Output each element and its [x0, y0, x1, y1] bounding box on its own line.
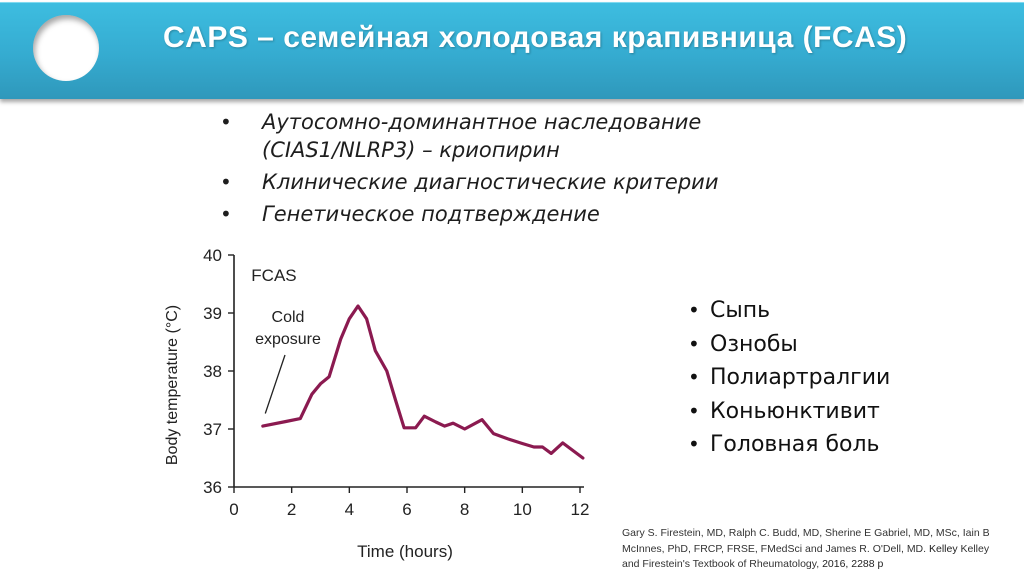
symptom-item: • Полиартралгии [688, 361, 890, 395]
x-tick-label: 8 [460, 500, 469, 519]
bullet-icon: • [220, 110, 232, 134]
bullet-icon: • [220, 202, 232, 226]
symptom-item: • Сыпь [688, 294, 890, 328]
chart-ticks [228, 254, 581, 493]
cold-exposure-annotation: Cold [272, 309, 305, 326]
symptom-item: • Коньюнктивит [688, 395, 890, 429]
symptom-item: • Головная боль [688, 428, 890, 462]
key-point-genetic: • Генетическое подтверждение [212, 200, 718, 228]
key-point-inheritance: • Аутосомно-доминантное наследование (CI… [212, 108, 718, 164]
cold-exposure-annotation: exposure [255, 331, 321, 348]
y-tick-label: 37 [203, 420, 222, 439]
citation-line: Gary S. Firestein, MD, Ralph C. Budd, MD… [622, 527, 990, 539]
bullet-icon: • [688, 365, 700, 389]
x-tick-label: 10 [513, 500, 532, 519]
bullet-icon: • [688, 331, 700, 356]
x-tick-label: 2 [287, 500, 296, 519]
decorative-circle-icon [33, 15, 99, 81]
citation-line: and Firestein's Textbook of Rheumatology… [622, 558, 884, 570]
x-tick-label: 6 [402, 500, 411, 519]
citation: Gary S. Firestein, MD, Ralph C. Budd, MD… [622, 526, 1022, 573]
y-axis-label: Body temperature (°C) [164, 305, 181, 465]
x-tick-label: 12 [571, 500, 590, 519]
symptoms-list: • Сыпь • Ознобы • Полиартралгии • Коньюнктив… [688, 294, 890, 462]
slide-title: CAPS – семейная холодовая крапивница (FC… [163, 21, 908, 54]
y-tick-label: 38 [203, 362, 222, 381]
bullet-icon: • [688, 398, 700, 423]
key-point-line: Клинические диагностические критерии [262, 170, 719, 194]
symptom-item: • Ознобы [688, 328, 890, 362]
bullet-icon: • [688, 432, 700, 456]
chart-axes [233, 255, 584, 488]
key-point-criteria: • Клинические диагностические критерии [212, 168, 718, 196]
x-tick-label: 4 [345, 500, 354, 519]
key-points-list: • Аутосомно-доминантное наследование (CI… [212, 108, 718, 232]
bullet-icon: • [688, 298, 700, 322]
chart-title-annotation: FCAS [251, 266, 296, 285]
x-axis-label: Time (hours) [357, 542, 453, 561]
annotation-pointer [264, 354, 286, 414]
y-tick-label: 40 [203, 246, 222, 265]
key-point-line: Генетическое подтверждение [262, 202, 600, 226]
y-tick-label: 36 [203, 478, 222, 497]
bullet-icon: • [220, 170, 232, 194]
x-tick-label: 0 [229, 500, 238, 519]
key-point-line: (CIAS1/NLRP3) – криопирин [262, 138, 560, 162]
citation-line: McInnes, PhD, FRCP, FRSE, FMedSci and Ja… [622, 542, 990, 555]
slide-header: CAPS – семейная холодовая крапивница (FC… [0, 2, 1024, 99]
key-point-line: Аутосомно-доминантное наследование [262, 110, 702, 134]
temperature-line [261, 304, 585, 460]
chart-labels: 36 37 38 39 40 0 2 4 6 8 10 12 Time (hours) Body temp… [164, 246, 589, 561]
y-tick-label: 39 [203, 304, 222, 323]
